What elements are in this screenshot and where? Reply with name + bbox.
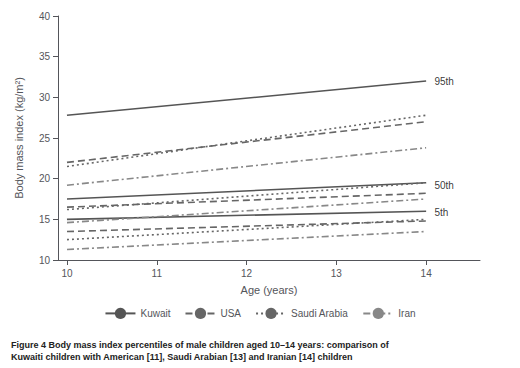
svg-text:Kuwait: Kuwait bbox=[140, 308, 170, 319]
svg-text:Iran: Iran bbox=[398, 308, 415, 319]
svg-text:5th: 5th bbox=[434, 207, 448, 218]
svg-text:40: 40 bbox=[39, 11, 51, 22]
svg-text:30: 30 bbox=[39, 92, 51, 103]
svg-text:25: 25 bbox=[39, 133, 51, 144]
svg-text:13: 13 bbox=[331, 268, 343, 279]
svg-text:12: 12 bbox=[241, 268, 253, 279]
svg-text:Figure 4 Body mass index perce: Figure 4 Body mass index percentiles of … bbox=[11, 340, 390, 350]
svg-text:15: 15 bbox=[39, 214, 51, 225]
svg-text:Saudi Arabia: Saudi Arabia bbox=[291, 308, 348, 319]
svg-text:10: 10 bbox=[61, 268, 73, 279]
svg-text:Body mass index (kg/m²): Body mass index (kg/m²) bbox=[13, 77, 25, 199]
svg-text:Kuwaiti children with American: Kuwaiti children with American [11], Sau… bbox=[11, 352, 352, 362]
svg-text:50th: 50th bbox=[434, 180, 453, 191]
svg-text:Age (years): Age (years) bbox=[241, 284, 298, 296]
svg-text:95th: 95th bbox=[434, 76, 453, 87]
svg-text:11: 11 bbox=[152, 268, 163, 279]
svg-text:20: 20 bbox=[39, 173, 51, 184]
svg-text:10: 10 bbox=[39, 255, 51, 266]
svg-text:14: 14 bbox=[421, 268, 433, 279]
svg-text:USA: USA bbox=[220, 308, 241, 319]
svg-text:35: 35 bbox=[39, 51, 51, 62]
